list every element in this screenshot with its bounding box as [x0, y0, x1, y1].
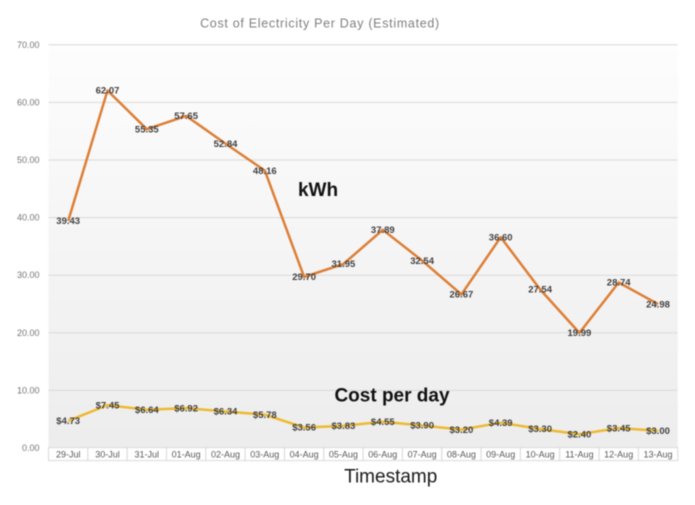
svg-text:07-Aug: 07-Aug [408, 449, 437, 459]
svg-text:$3.45: $3.45 [607, 423, 631, 434]
svg-text:60.00: 60.00 [17, 97, 40, 107]
svg-text:03-Aug: 03-Aug [250, 449, 279, 459]
svg-text:04-Aug: 04-Aug [290, 449, 319, 459]
svg-text:$2.40: $2.40 [568, 429, 592, 440]
svg-text:36.60: 36.60 [489, 232, 513, 243]
svg-text:10-Aug: 10-Aug [526, 449, 555, 459]
svg-text:$6.34: $6.34 [214, 407, 238, 418]
svg-text:Cost per day: Cost per day [334, 386, 450, 407]
svg-text:40.00: 40.00 [17, 213, 40, 223]
svg-text:62.07: 62.07 [96, 86, 120, 97]
svg-text:08-Aug: 08-Aug [447, 449, 476, 459]
svg-text:06-Aug: 06-Aug [368, 449, 397, 459]
svg-text:39.43: 39.43 [56, 216, 80, 227]
svg-text:$4.55: $4.55 [371, 417, 395, 428]
svg-text:30-Jul: 30-Jul [95, 449, 120, 459]
svg-text:$5.78: $5.78 [253, 410, 277, 421]
svg-text:Timestamp: Timestamp [344, 467, 437, 488]
svg-text:57.65: 57.65 [174, 111, 198, 122]
svg-text:$3.20: $3.20 [450, 425, 474, 436]
svg-text:52.84: 52.84 [214, 139, 238, 150]
svg-text:$6.64: $6.64 [135, 405, 159, 416]
svg-text:kWh: kWh [298, 180, 338, 201]
svg-text:19.99: 19.99 [568, 328, 592, 339]
svg-text:26.67: 26.67 [450, 290, 474, 301]
svg-text:32.54: 32.54 [410, 256, 434, 267]
svg-text:$3.83: $3.83 [332, 421, 356, 432]
svg-text:10.00: 10.00 [17, 385, 40, 395]
svg-text:37.89: 37.89 [371, 225, 395, 236]
svg-text:$7.45: $7.45 [96, 400, 120, 411]
svg-text:$3.56: $3.56 [292, 423, 316, 434]
svg-text:11-Aug: 11-Aug [565, 449, 593, 459]
svg-text:31.95: 31.95 [332, 259, 356, 270]
svg-text:24.98: 24.98 [646, 299, 670, 310]
svg-text:0.00: 0.00 [22, 443, 40, 453]
svg-text:Cost of Electricity Per Day (E: Cost of Electricity Per Day (Estimated) [200, 17, 440, 31]
svg-text:02-Aug: 02-Aug [211, 449, 240, 459]
svg-text:$6.92: $6.92 [174, 403, 198, 414]
svg-text:$3.30: $3.30 [528, 424, 552, 435]
svg-text:29.70: 29.70 [292, 272, 316, 283]
svg-text:20.00: 20.00 [17, 328, 40, 338]
svg-text:$4.39: $4.39 [489, 418, 513, 429]
svg-text:$3.00: $3.00 [646, 426, 670, 437]
svg-text:01-Aug: 01-Aug [172, 449, 201, 459]
svg-text:13-Aug: 13-Aug [643, 449, 672, 459]
svg-text:55.35: 55.35 [135, 124, 159, 135]
svg-text:30.00: 30.00 [17, 270, 40, 280]
svg-text:12-Aug: 12-Aug [604, 449, 633, 459]
svg-text:27.54: 27.54 [528, 285, 552, 296]
svg-text:50.00: 50.00 [17, 155, 40, 165]
svg-text:29-Jul: 29-Jul [56, 449, 81, 459]
svg-text:48.16: 48.16 [253, 166, 277, 177]
svg-text:$4.73: $4.73 [56, 416, 80, 427]
svg-text:70.00: 70.00 [17, 40, 40, 50]
svg-text:31-Jul: 31-Jul [135, 449, 160, 459]
svg-text:05-Aug: 05-Aug [329, 449, 358, 459]
svg-text:$3.90: $3.90 [410, 421, 434, 432]
svg-text:09-Aug: 09-Aug [486, 449, 515, 459]
svg-text:28.74: 28.74 [607, 278, 631, 289]
